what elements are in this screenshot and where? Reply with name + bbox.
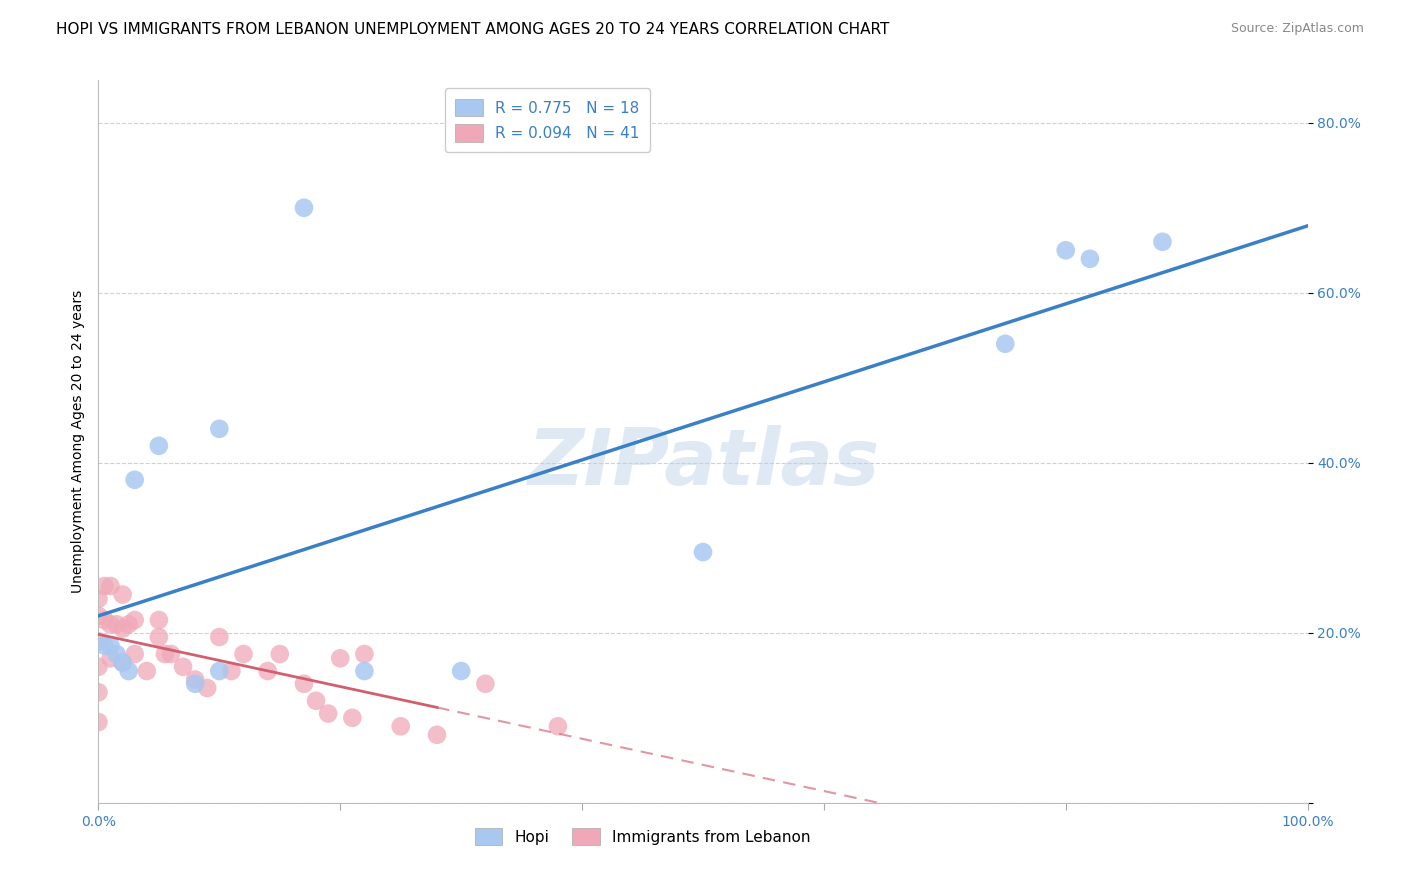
Point: [292, 677, 315, 691]
Point: [316, 706, 339, 721]
Point: [105, 647, 128, 661]
Point: [353, 664, 375, 678]
Point: [208, 664, 231, 678]
Point: [256, 664, 278, 678]
Point: [1152, 235, 1174, 249]
Point: [232, 647, 254, 661]
Point: [221, 664, 243, 678]
Point: [100, 651, 122, 665]
Point: [87, 660, 110, 674]
Point: [118, 617, 141, 632]
Text: HOPI VS IMMIGRANTS FROM LEBANON UNEMPLOYMENT AMONG AGES 20 TO 24 YEARS CORRELATI: HOPI VS IMMIGRANTS FROM LEBANON UNEMPLOY…: [56, 22, 890, 37]
Point: [87, 634, 110, 648]
Point: [474, 677, 496, 691]
Point: [87, 591, 110, 606]
Point: [87, 714, 110, 729]
Y-axis label: Unemployment Among Ages 20 to 24 years: Unemployment Among Ages 20 to 24 years: [70, 290, 84, 593]
Point: [111, 656, 134, 670]
Point: [100, 639, 122, 653]
Point: [292, 201, 315, 215]
Point: [269, 647, 291, 661]
Text: ZIPatlas: ZIPatlas: [527, 425, 879, 501]
Point: [195, 681, 218, 695]
Legend: Hopi, Immigrants from Lebanon: Hopi, Immigrants from Lebanon: [467, 820, 818, 853]
Point: [148, 613, 170, 627]
Point: [208, 630, 231, 644]
Point: [426, 728, 449, 742]
Point: [148, 439, 170, 453]
Point: [87, 608, 110, 623]
Point: [105, 617, 128, 632]
Point: [111, 588, 134, 602]
Point: [184, 673, 207, 687]
Point: [148, 630, 170, 644]
Point: [100, 617, 122, 632]
Point: [93, 579, 115, 593]
Point: [353, 647, 375, 661]
Point: [124, 613, 146, 627]
Point: [450, 664, 472, 678]
Point: [329, 651, 352, 665]
Point: [172, 660, 194, 674]
Point: [87, 685, 110, 699]
Point: [547, 719, 569, 733]
Text: Source: ZipAtlas.com: Source: ZipAtlas.com: [1230, 22, 1364, 36]
Point: [1054, 244, 1077, 258]
Point: [160, 647, 183, 661]
Point: [124, 473, 146, 487]
Point: [135, 664, 157, 678]
Point: [342, 711, 364, 725]
Point: [124, 647, 146, 661]
Point: [994, 336, 1017, 351]
Point: [93, 613, 115, 627]
Point: [184, 677, 207, 691]
Point: [153, 647, 176, 661]
Point: [111, 622, 134, 636]
Point: [111, 656, 134, 670]
Point: [93, 639, 115, 653]
Point: [389, 719, 412, 733]
Point: [692, 545, 714, 559]
Point: [305, 694, 328, 708]
Point: [208, 422, 231, 436]
Point: [1078, 252, 1101, 266]
Point: [118, 664, 141, 678]
Point: [100, 579, 122, 593]
